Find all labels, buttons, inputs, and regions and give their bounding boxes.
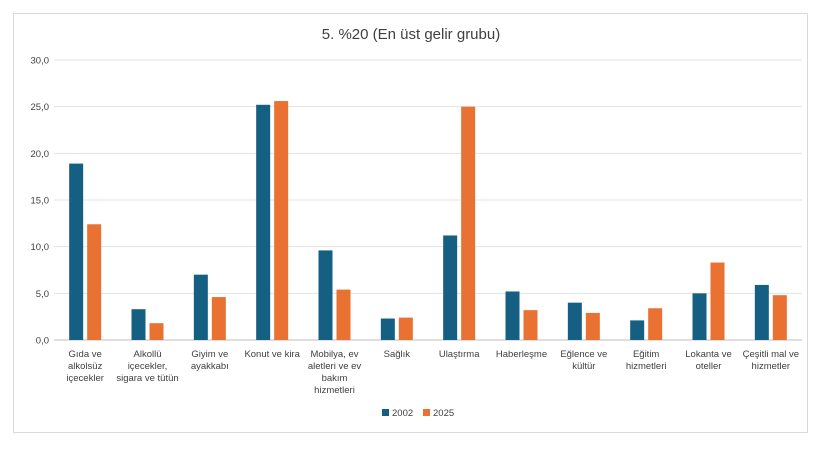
category-label: Sağlık	[384, 349, 411, 360]
category-label: Giyim ve ayakkabı	[191, 349, 229, 372]
legend-entry: 2002	[392, 408, 413, 419]
bar-2025-9	[648, 308, 663, 340]
chart-title: 5. %20 (En üst gelir grubu)	[322, 26, 500, 43]
bar-2025-1	[149, 323, 164, 340]
bar-2025-2	[211, 297, 226, 340]
category-label: Mobilya, ev aletleri ve ev bakım hizmetleri	[308, 349, 362, 396]
bar-2025-6	[461, 106, 476, 341]
legend-swatch	[423, 409, 430, 416]
y-tick-label: 10,0	[31, 242, 50, 253]
category-label: Eğlence ve kültür	[560, 349, 607, 372]
bar-2002-1	[131, 309, 146, 340]
gridlines	[54, 59, 802, 341]
legend: 2002 2025	[382, 408, 454, 419]
legend-entry: 2025	[433, 408, 454, 419]
chart-svg: 5. %20 (En üst gelir grubu) 0,0 5,0 10,0 15…	[31, 26, 802, 419]
bar-2025-8	[585, 312, 600, 340]
category-label: Ulaştırma	[439, 349, 480, 360]
bars	[69, 101, 787, 341]
bar-2002-6	[443, 235, 458, 340]
bar-2002-8	[567, 302, 582, 340]
category-label: Lokanta ve oteller	[685, 349, 731, 372]
y-axis-ticks: 0,0 5,0 10,0 15,0 20,0 25,0 30,0	[31, 56, 50, 347]
bar-2025-11	[772, 295, 787, 340]
bar-2002-5	[380, 318, 395, 340]
bar-2025-4	[336, 289, 351, 340]
y-tick-label: 5,0	[36, 289, 49, 300]
category-label: Gıda ve alkolsüz içecekler	[66, 349, 104, 384]
bar-2002-11	[754, 284, 769, 340]
bar-2002-3	[256, 104, 271, 340]
bar-2025-7	[523, 310, 538, 340]
y-tick-label: 30,0	[31, 56, 50, 67]
bar-2002-2	[193, 274, 208, 340]
category-label: Eğitim hizmetleri	[626, 349, 667, 372]
bar-2002-9	[630, 320, 645, 340]
y-tick-label: 0,0	[36, 336, 49, 347]
y-tick-label: 20,0	[31, 149, 50, 160]
bar-2025-3	[274, 101, 289, 340]
category-label: Çeşitli mal ve hizmetler	[743, 349, 800, 372]
legend-swatch	[382, 409, 389, 416]
y-tick-label: 15,0	[31, 196, 50, 207]
bar-2002-0	[69, 163, 84, 340]
category-label: Konut ve kira	[244, 349, 300, 360]
bar-2002-7	[505, 291, 520, 340]
bar-2002-4	[318, 250, 333, 340]
bar-2025-10	[710, 262, 725, 340]
category-labels: Gıda ve alkolsüz içecekler Alkollü içecekler…	[66, 349, 799, 396]
y-tick-label: 25,0	[31, 102, 50, 113]
bar-2025-5	[398, 317, 413, 340]
category-label: Alkollü içecekler, sigara ve tütün	[116, 349, 178, 384]
bar-2002-10	[692, 293, 707, 340]
bar-2025-0	[87, 224, 102, 340]
category-label: Haberleşme	[496, 349, 547, 360]
chart-frame: 5. %20 (En üst gelir grubu) 0,0 5,0 10,0 15…	[13, 13, 808, 433]
